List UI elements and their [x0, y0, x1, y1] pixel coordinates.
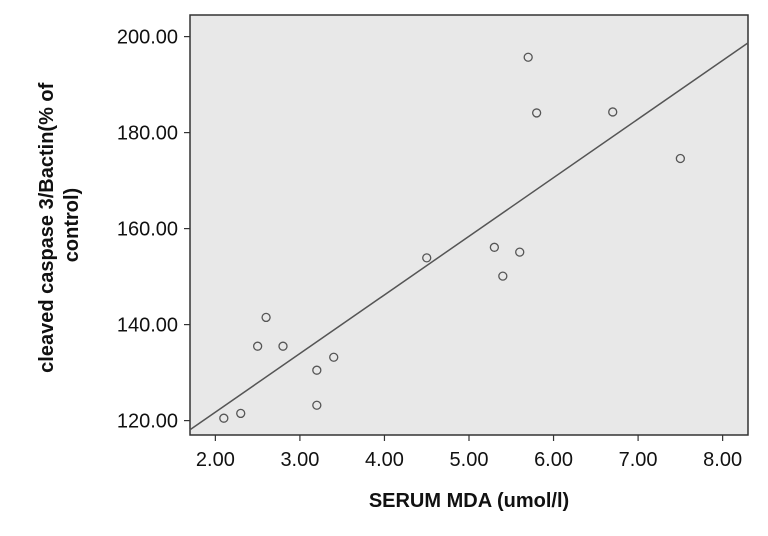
data-point [523, 52, 533, 62]
data-point [608, 107, 618, 117]
y-tick-label: 200.00 [117, 27, 178, 49]
data-point [252, 341, 263, 351]
data-point [278, 341, 288, 351]
x-tick-label: 3.00 [280, 449, 319, 471]
x-tick-label: 6.00 [534, 449, 573, 471]
data-point [219, 413, 229, 423]
data-point [422, 253, 432, 263]
data-point [515, 247, 525, 257]
y-axis-title-line-2: control) [61, 188, 83, 262]
y-axis-title: cleaved caspase 3/Bactin(% of control) [36, 77, 83, 373]
data-point [489, 242, 500, 252]
y-tick-label: 120.00 [117, 411, 178, 433]
data-point [675, 153, 686, 164]
x-axis-title: SERUM MDA (umol/l) [369, 490, 569, 512]
fit-line [189, 42, 749, 431]
y-tick-label: 180.00 [117, 123, 178, 145]
x-tick-label: 7.00 [619, 449, 658, 471]
data-point [312, 365, 322, 375]
x-tick-label: 2.00 [196, 449, 235, 471]
data-point [531, 108, 542, 118]
x-tick-label: 8.00 [703, 449, 742, 471]
x-tick-label: 4.00 [365, 449, 404, 471]
x-tick-label: 5.00 [450, 449, 489, 471]
y-axis-title-line-1: cleaved caspase 3/Bactin(% of [36, 82, 58, 372]
y-tick-label: 160.00 [117, 219, 178, 241]
data-point [312, 400, 322, 410]
y-tick-label: 140.00 [117, 315, 178, 337]
data-point [236, 408, 246, 419]
data-point [261, 312, 271, 323]
data-point [498, 271, 508, 281]
data-point [329, 352, 339, 362]
